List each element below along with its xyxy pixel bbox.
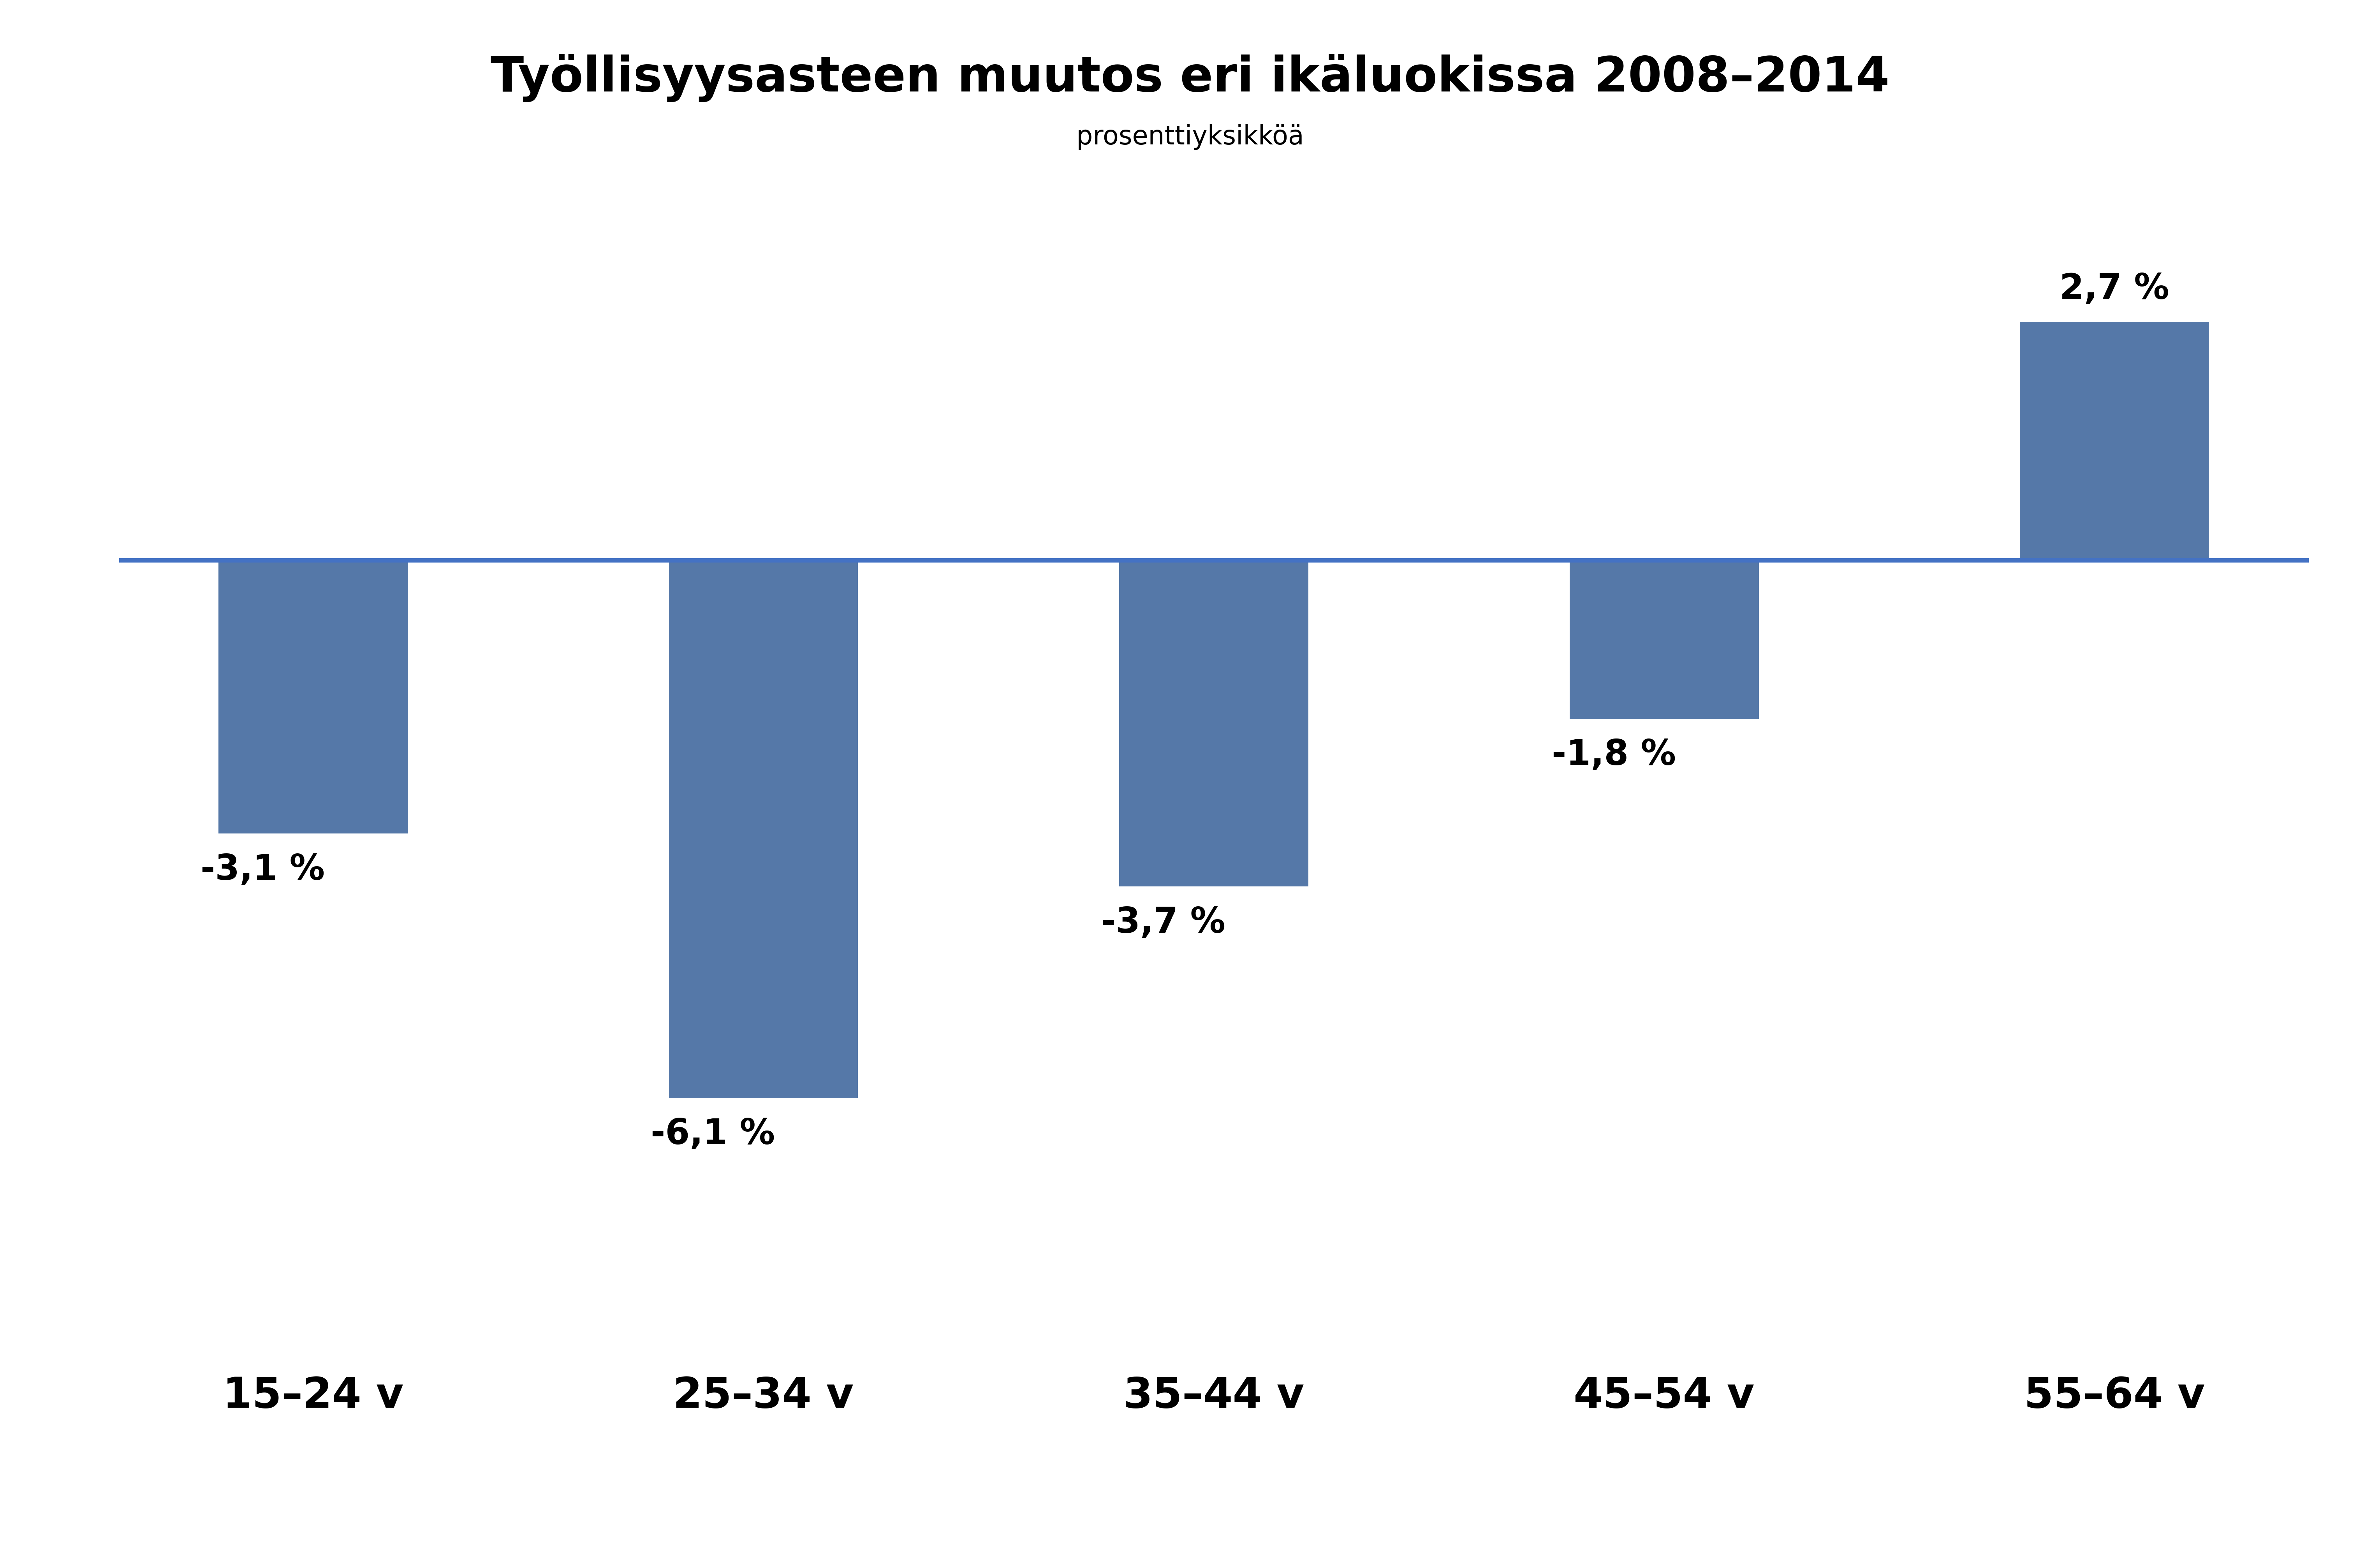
Bar bbox=[1568, 560, 1759, 719]
Bar bbox=[1119, 560, 1309, 887]
Bar bbox=[669, 560, 859, 1099]
Text: -3,1 %: -3,1 % bbox=[200, 853, 324, 887]
Text: 2,7 %: 2,7 % bbox=[2059, 272, 2168, 307]
Bar bbox=[219, 560, 407, 834]
Text: -6,1 %: -6,1 % bbox=[650, 1117, 776, 1151]
Text: -1,8 %: -1,8 % bbox=[1552, 738, 1676, 772]
Text: Työllisyysasteen muutos eri ikäluokissa 2008–2014: Työllisyysasteen muutos eri ikäluokissa … bbox=[490, 54, 1890, 101]
Text: -3,7 %: -3,7 % bbox=[1102, 906, 1226, 940]
Bar bbox=[2021, 322, 2209, 560]
Text: prosenttiyksikköä: prosenttiyksikköä bbox=[1076, 124, 1304, 149]
